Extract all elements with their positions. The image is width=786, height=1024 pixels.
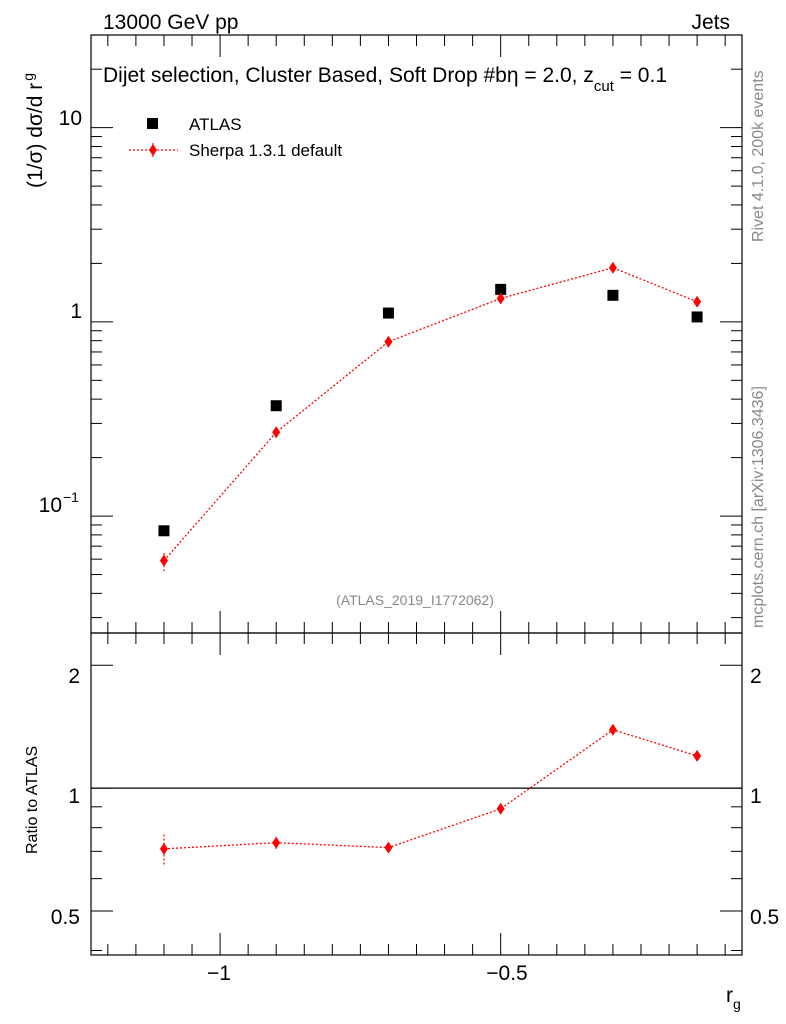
ytick-1: 1 <box>70 300 82 323</box>
ratio-x-ticks <box>107 633 726 955</box>
ratio-ytick-0.5-right: 0.5 <box>750 906 779 929</box>
title-eq1: η = 2.0, z <box>507 64 594 87</box>
ratio-ytick-2-right: 2 <box>750 665 762 688</box>
data-point-square <box>382 307 394 319</box>
main-ylabel: (1/σ) dσ/d r g <box>20 73 47 188</box>
data-point-square <box>607 289 619 301</box>
ratio-xlabel-text: r <box>726 984 733 1007</box>
ratio-panel: Ratio to ATLAS 2 1 0.5 2 1 0.5 −1 −0.5 r… <box>24 632 779 1012</box>
ratio-ylabel: Ratio to ATLAS <box>24 746 41 854</box>
data-point-square <box>691 311 703 323</box>
legend-atlas-marker <box>147 118 158 129</box>
data-point-diamond <box>159 554 168 567</box>
legend-sherpa-label: Sherpa 1.3.1 default <box>189 141 342 160</box>
main-x-ticks <box>107 35 726 633</box>
ratio-series <box>159 723 702 865</box>
data-point-diamond <box>272 426 281 439</box>
ratio-xlabel: rg <box>726 984 741 1012</box>
legend-atlas-label: ATLAS <box>189 115 242 134</box>
ratio-ytick-0.5-left: 0.5 <box>51 906 80 929</box>
data-point-diamond <box>159 842 168 855</box>
data-point-diamond <box>693 749 702 762</box>
data-point-square <box>270 400 282 412</box>
ratio-ytick-1-right: 1 <box>750 785 762 808</box>
ytick-10: 10 <box>59 107 82 130</box>
ytick-0.1-exp: −1 <box>63 489 79 505</box>
title-main: Dijet selection, Cluster Based, Soft Dro… <box>103 64 507 87</box>
rivet-label: Rivet 4.1.0, 200k events <box>750 70 767 242</box>
data-point-diamond <box>272 836 281 849</box>
mcplots-label: mcplots.cern.ch [arXiv:1306.3436] <box>750 386 767 628</box>
ratio-ytick-2-left: 2 <box>68 665 80 688</box>
analysis-watermark: (ATLAS_2019_I1772062) <box>336 592 494 608</box>
legend: ATLAS Sherpa 1.3.1 default <box>129 115 342 160</box>
data-point-diamond <box>496 802 505 815</box>
ratio-frame <box>90 632 743 956</box>
data-point-square <box>495 283 507 295</box>
data-point-square <box>158 525 170 537</box>
ratio-ytick-1-left: 1 <box>68 785 80 808</box>
header-right: Jets <box>691 11 730 34</box>
series-line <box>163 729 698 850</box>
main-minor-ticks <box>91 34 742 619</box>
main-ylabel-sub: g <box>20 73 36 81</box>
data-point-diamond <box>496 292 505 305</box>
main-ylabel-text: (1/σ) dσ/d r <box>24 83 47 188</box>
main-series <box>158 261 703 572</box>
ratio-xlabel-sub: g <box>733 996 741 1012</box>
main-panel: Dijet selection, Cluster Based, Soft Dro… <box>20 34 743 634</box>
xtick-minus-1: −1 <box>207 962 231 985</box>
title-sub: cut <box>594 78 615 95</box>
data-point-diamond <box>384 335 393 348</box>
ytick-0.1: 10 <box>39 494 62 517</box>
main-title: Dijet selection, Cluster Based, Soft Dro… <box>103 64 667 95</box>
ytick-0.1-base: 10 <box>39 494 62 517</box>
data-point-diamond <box>608 723 617 736</box>
data-point-diamond <box>384 841 393 854</box>
legend-sherpa-marker <box>149 144 157 156</box>
xtick-minus-0.5: −0.5 <box>486 962 527 985</box>
data-point-diamond <box>693 295 702 308</box>
title-eq2: = 0.1 <box>614 64 667 87</box>
data-point-diamond <box>608 261 617 274</box>
series-line <box>163 267 698 562</box>
ratio-minor-ticks <box>91 664 742 952</box>
header-left: 13000 GeV pp <box>103 11 238 34</box>
